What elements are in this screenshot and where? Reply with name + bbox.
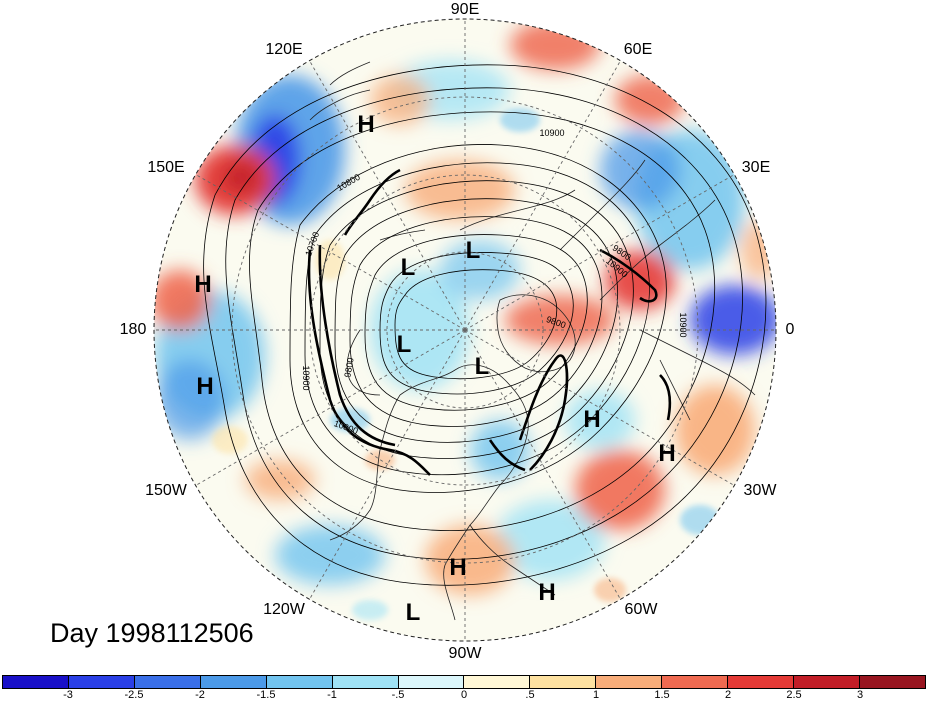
- longitude-labels: 0 30E 60E 90E 120E 150E 180 150W 120W 90W 60W 30W: [120, 1, 795, 662]
- colorbar-swatch: [794, 676, 860, 688]
- colorbar-tick-labels: -3 -2.5 -2 -1.5 -1 -.5 0 .5 1 1.5 2 2.5 3: [2, 689, 926, 702]
- anomaly-field: [154, 19, 776, 641]
- east-asia-coast: [309, 61, 371, 121]
- meridian-line: [464, 60, 621, 331]
- colorbar-tick-label: -2: [195, 689, 205, 701]
- longitude-label: 150W: [145, 482, 188, 499]
- colorbar-tick-label: 2: [724, 689, 732, 701]
- low-center-label: L: [475, 353, 490, 380]
- longitude-label: 30E: [742, 159, 770, 176]
- colorbar-tick-label: 2.5: [786, 689, 802, 701]
- colorbar-swatch: [596, 676, 663, 688]
- colorbar-swatch: [662, 676, 729, 688]
- colorbar-swatch: [134, 676, 201, 688]
- graticule: [154, 19, 776, 641]
- colorbar-tick-label: -1.5: [256, 689, 276, 701]
- meridian-line: [309, 329, 466, 600]
- latitude-circle: [231, 96, 699, 564]
- contour-value-label: 10900: [301, 365, 311, 390]
- day-label: Day 1998112506: [50, 618, 254, 648]
- meridian-line: [195, 329, 466, 486]
- meridian-line: [464, 329, 621, 600]
- low-center-label: L: [401, 254, 416, 281]
- colorbar-swatch: [398, 676, 465, 688]
- longitude-label: 60W: [625, 601, 659, 618]
- meridian-line: [464, 174, 735, 331]
- geopotential-contours: [203, 64, 767, 586]
- contour-value-label: 10900: [678, 312, 688, 337]
- colorbar-tick-label: -3: [63, 689, 73, 701]
- colorbar-tick-label: 1: [592, 689, 600, 701]
- colorbar: [2, 675, 926, 689]
- longitude-label: 90E: [451, 1, 479, 18]
- colorbar-swatch: [332, 676, 399, 688]
- colorbar-swatch: [530, 676, 597, 688]
- low-center-label: L: [406, 599, 421, 626]
- colorbar-swatch: [464, 676, 531, 688]
- low-center-label: L: [397, 331, 412, 358]
- contour-value-label: 10900: [539, 128, 564, 138]
- longitude-label: 120E: [265, 41, 302, 58]
- greenland-coast: [496, 294, 576, 373]
- meridian-line: [309, 60, 466, 331]
- colorbar-swatch: [266, 676, 333, 688]
- longitude-label: 180: [120, 321, 147, 338]
- colorbar-tick-label: -1: [327, 689, 337, 701]
- colorbar-tick-label: 0: [460, 689, 468, 701]
- colorbar-swatch: [3, 676, 69, 688]
- colorbar-tick-label: .5: [525, 689, 535, 701]
- colorbar-swatch: [200, 676, 267, 688]
- colorbar-tick-label: 1.5: [654, 689, 670, 701]
- longitude-label: 90W: [449, 645, 483, 662]
- low-center-label: L: [466, 237, 481, 264]
- longitude-label: 120W: [263, 601, 306, 618]
- high-center-label: H: [196, 373, 213, 400]
- eurasia-coast: [379, 159, 716, 301]
- high-center-label: H: [538, 579, 555, 606]
- meridian-line: [464, 329, 735, 486]
- longitude-label: 0: [786, 321, 795, 338]
- high-center-label: H: [194, 271, 211, 298]
- high-center-label: H: [357, 111, 374, 138]
- colorbar-swatch: [728, 676, 795, 688]
- pressure-centers: H L L L L H H H H H H L: [194, 111, 675, 626]
- coastlines: [309, 61, 756, 621]
- high-center-label: H: [658, 440, 675, 467]
- colorbar-tick-label: -2.5: [124, 689, 144, 701]
- longitude-label: 60E: [624, 41, 652, 58]
- central-america-coast: [469, 524, 556, 596]
- contour-value-label: 9800: [342, 357, 355, 378]
- alaska-coast: [346, 329, 381, 396]
- colorbar-tick-label: -.5: [391, 689, 405, 701]
- colorbar-swatch: [68, 676, 135, 688]
- meridian-line: [195, 174, 466, 331]
- colorbar-swatch: [859, 676, 925, 688]
- colorbar-tick-label: 3: [856, 689, 864, 701]
- longitude-label: 30W: [744, 482, 778, 499]
- high-center-label: H: [583, 406, 600, 433]
- latitude-circle: [309, 174, 621, 486]
- longitude-label: 150E: [147, 159, 184, 176]
- map-boundary: [153, 18, 777, 642]
- high-center-label: H: [449, 554, 466, 581]
